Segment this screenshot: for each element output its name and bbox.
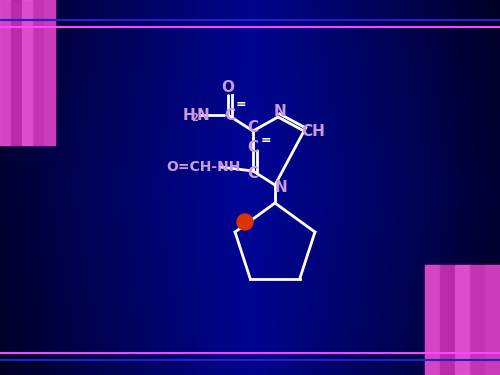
Bar <box>470 265 485 375</box>
Bar <box>22 0 33 145</box>
Bar <box>0 0 11 145</box>
Text: N: N <box>274 180 287 195</box>
Circle shape <box>237 214 253 230</box>
Text: C: C <box>248 166 258 182</box>
Bar <box>11 0 22 145</box>
Text: C: C <box>248 141 258 156</box>
Text: C: C <box>248 120 258 135</box>
Text: N: N <box>274 105 286 120</box>
Text: O: O <box>222 81 234 96</box>
Text: N: N <box>197 108 210 123</box>
Text: O=CH-NH: O=CH-NH <box>166 160 240 174</box>
Bar <box>425 265 440 375</box>
Text: C: C <box>224 108 235 123</box>
Bar <box>0 0 55 145</box>
Text: 2: 2 <box>191 113 198 123</box>
Bar <box>44 0 55 145</box>
Text: H: H <box>183 108 196 123</box>
Bar <box>455 265 470 375</box>
Text: CH: CH <box>301 123 325 138</box>
Text: =: = <box>261 135 272 147</box>
Text: =: = <box>236 99 246 111</box>
Bar <box>485 265 500 375</box>
Bar <box>425 265 500 375</box>
Bar <box>33 0 44 145</box>
Bar <box>440 265 455 375</box>
